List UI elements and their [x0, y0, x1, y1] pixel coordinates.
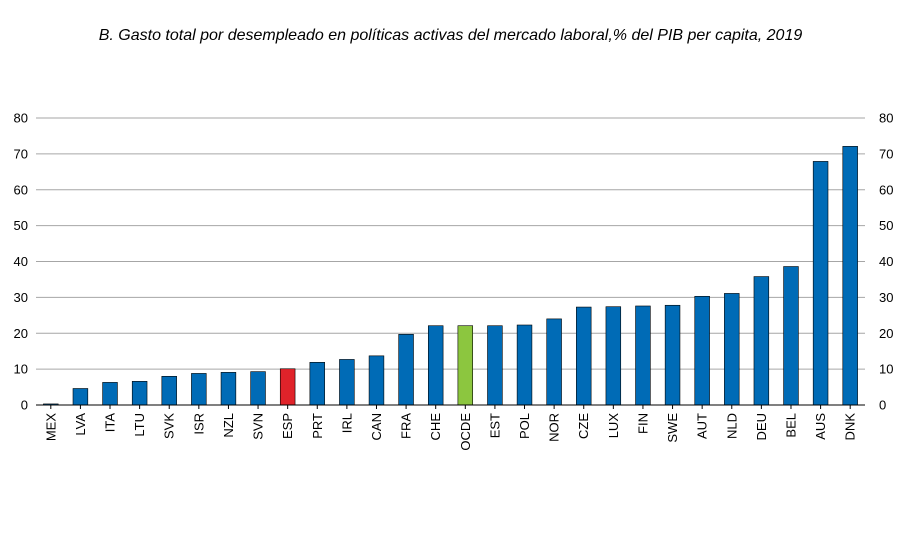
bar-ocde: [457, 325, 474, 406]
y-tick-right-50: 50: [879, 218, 893, 233]
x-tick-label-aus: AUS: [813, 413, 828, 440]
y-tick-right-0: 0: [879, 398, 886, 413]
bar-nor: [546, 318, 562, 406]
x-tick-label-est: EST: [487, 413, 502, 438]
bar-dnk: [842, 146, 858, 406]
x-tick-label-lva: LVA: [73, 413, 88, 436]
x-tick-label-prt: PRT: [310, 413, 325, 439]
y-tick-right-70: 70: [879, 146, 893, 161]
x-tick-label-svn: SVN: [251, 413, 266, 440]
y-tick-left-80: 80: [14, 111, 28, 126]
y-tick-right-40: 40: [879, 254, 893, 269]
bar-svn: [250, 371, 266, 406]
gridlines: [36, 117, 865, 370]
x-tick-label-deu: DEU: [754, 413, 769, 440]
bar-deu: [753, 276, 770, 406]
x-tick-label-lux: LUX: [606, 413, 621, 439]
y-tick-left-60: 60: [14, 182, 28, 197]
x-tick-label-nzl: NZL: [221, 413, 236, 438]
y-axis-left-ticks: 0 10 20 30 40 50 60 70 80: [14, 111, 28, 413]
bar-fra: [398, 334, 414, 406]
x-axis-category-labels: MEX LVA ITA LTU SVK ISR NZL SVN ESP PRT IRL CAN FRA C…: [43, 413, 857, 451]
bar-lux: [605, 306, 622, 406]
bar-ita: [102, 382, 118, 406]
bar-isr: [191, 373, 207, 406]
x-tick-label-dnk: DNK: [843, 413, 858, 441]
bar-can: [368, 355, 385, 406]
y-tick-left-20: 20: [14, 326, 28, 341]
bar-svk: [161, 375, 177, 406]
y-tick-right-10: 10: [879, 362, 893, 377]
y-tick-left-50: 50: [14, 218, 28, 233]
bar-esp: [279, 368, 296, 406]
y-tick-right-60: 60: [879, 182, 893, 197]
x-tick-label-ocde: OCDE: [458, 413, 473, 451]
y-tick-right-30: 30: [879, 290, 893, 305]
bar-aut: [694, 295, 710, 406]
x-tick-label-svk: SVK: [162, 413, 177, 439]
chart-title: B. Gasto total por desempleado en políti…: [98, 27, 803, 44]
x-tick-label-esp: ESP: [280, 413, 295, 439]
bar-nld: [724, 293, 740, 406]
bar-nzl: [220, 372, 237, 406]
x-tick-label-mex: MEX: [43, 413, 58, 442]
bar-irl: [339, 359, 355, 406]
bar-bel: [783, 266, 799, 406]
bars: [43, 146, 858, 406]
bar-che: [427, 325, 444, 406]
x-tick-label-fin: FIN: [635, 413, 650, 434]
bar-ltu: [131, 381, 148, 406]
y-tick-right-80: 80: [879, 111, 893, 126]
x-tick-label-ltu: LTU: [132, 413, 147, 437]
x-tick-label-isr: ISR: [191, 413, 206, 435]
bar-cze: [576, 306, 592, 406]
bar-fin: [635, 305, 651, 406]
bar-swe: [664, 304, 681, 406]
bar-prt: [309, 362, 325, 406]
x-tick-label-nld: NLD: [724, 413, 739, 439]
x-tick-label-aut: AUT: [695, 413, 710, 439]
x-tick-label-nor: NOR: [547, 413, 562, 442]
x-tick-label-can: CAN: [369, 413, 384, 440]
axes: [36, 404, 865, 409]
x-tick-label-che: CHE: [428, 413, 443, 441]
y-tick-left-10: 10: [14, 362, 28, 377]
bar-est: [487, 325, 503, 406]
x-tick-label-pol: POL: [517, 413, 532, 439]
x-tick-label-bel: BEL: [783, 413, 798, 438]
bar-pol: [516, 324, 533, 406]
x-tick-label-swe: SWE: [665, 413, 680, 443]
y-tick-right-20: 20: [879, 326, 893, 341]
y-tick-left-40: 40: [14, 254, 28, 269]
y-tick-left-0: 0: [21, 398, 28, 413]
y-tick-left-70: 70: [14, 146, 28, 161]
x-tick-label-fra: FRA: [399, 413, 414, 439]
y-axis-right-ticks: 0 10 20 30 40 50 60 70 80: [879, 111, 893, 413]
y-tick-left-30: 30: [14, 290, 28, 305]
bar-lva: [72, 388, 89, 406]
x-tick-label-irl: IRL: [339, 413, 354, 433]
x-tick-label-ita: ITA: [103, 413, 118, 433]
bar-aus: [812, 161, 829, 406]
x-tick-label-cze: CZE: [576, 413, 591, 439]
